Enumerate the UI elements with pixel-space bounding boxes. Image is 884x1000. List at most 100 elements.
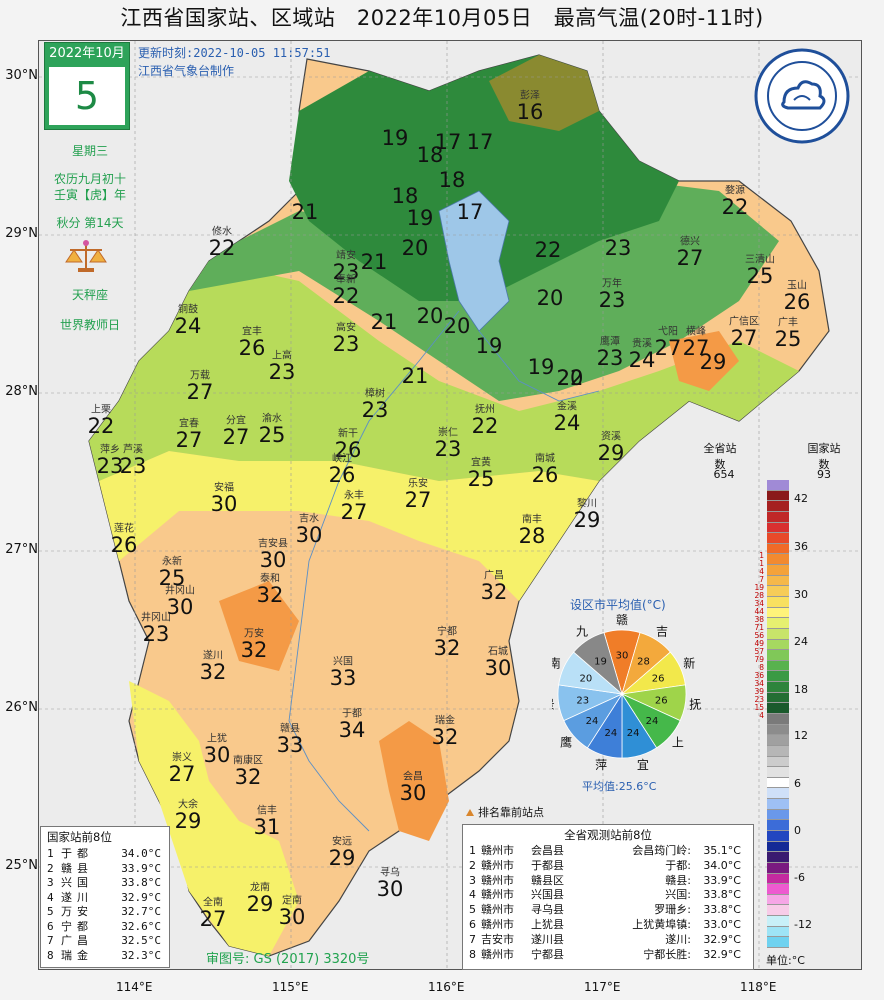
national-top8-cell: 5 (47, 905, 54, 918)
national-top8-cell: 遂 (61, 890, 72, 904)
station-value: 23 (596, 346, 624, 370)
station-name: 永丰 (344, 490, 364, 502)
station-name: 安福 (214, 482, 234, 494)
legend-swatch (767, 809, 789, 821)
national-top8-cell: 1 (47, 847, 54, 860)
station-value: 30 (210, 492, 238, 516)
legend-count: 49 (754, 639, 764, 648)
province-top8-cell: 赣县: (665, 873, 691, 887)
date-month: 2022年10月 (49, 46, 125, 61)
rank-note: 排名靠前站点 (466, 804, 544, 820)
lat-label: 30°N (5, 68, 38, 83)
station-name: 吉安县 (258, 538, 288, 550)
station-value: 33 (276, 733, 304, 757)
legend-swatch (767, 714, 789, 725)
station-name: 宜黄 (471, 457, 491, 469)
station-value: 33 (329, 666, 357, 690)
station-name: 资溪 (601, 431, 621, 443)
province-top8-cell: 1 (469, 844, 476, 857)
station-name: 广丰 (778, 317, 798, 329)
lunar-year: 壬寅【虎】年 (53, 188, 126, 202)
province-top8-cell: 赣州市 (481, 873, 514, 887)
legend-count: 39 (754, 687, 764, 696)
station-name: 上高 (272, 350, 292, 362)
province-top8-cell: 上犹县 (531, 917, 564, 931)
lat-label: 26°N (5, 700, 38, 715)
station-value: 22 (556, 366, 584, 390)
province-top8-cell: 赣州市 (481, 917, 514, 931)
legend-swatch (767, 639, 789, 651)
pie-slice-value: 19 (594, 657, 607, 668)
station-value: 21 (360, 250, 388, 274)
station-name: 信丰 (257, 805, 277, 817)
station-value: 27 (199, 907, 227, 931)
station-value: 24 (553, 411, 581, 435)
province-top8-cell: 宁都长胜: (643, 947, 691, 961)
province-top8-cell: 赣州市 (481, 947, 514, 961)
legend-tick: 30 (794, 588, 808, 601)
station-value: 30 (376, 877, 404, 901)
station-value: 24 (628, 348, 656, 372)
legend-count: 57 (754, 647, 764, 656)
station-value: 23 (96, 454, 124, 478)
station-value: 19 (381, 126, 409, 150)
station-value: 26 (110, 533, 138, 557)
station-name: 兴国 (333, 656, 353, 668)
province-top8-cell: 寻乌县 (531, 903, 564, 917)
map-approval-number: 审图号: GS (2017) 3320号 (206, 952, 370, 967)
national-top8-cell: 兴 (61, 876, 72, 889)
national-top8-cell: 广 (61, 934, 72, 947)
station-name: 三清山 (745, 254, 775, 266)
national-top8-row: 1 于都 34.0°C (41, 847, 169, 862)
province-top8-cell: 5 (469, 903, 476, 917)
station-name: 万安 (244, 628, 264, 640)
legend-all-total: 654 (713, 468, 735, 481)
national-top8-cell: 34.0°C (121, 847, 161, 860)
legend-unit: 单位:°C (766, 954, 805, 967)
pie-slice-value: 26 (652, 674, 665, 685)
lon-label: 117°E (584, 980, 621, 994)
province-top8-cell: 6 (469, 917, 476, 931)
province-top8-row: 2 赣州市 于都县 于都: 34.0°C (463, 859, 753, 874)
station-name: 弋阳 (658, 326, 678, 338)
station-name: 萍乡 (100, 444, 120, 456)
lon-label: 115°E (272, 980, 309, 994)
legend-swatch (767, 692, 789, 704)
national-top8-cell: 32.5°C (121, 934, 161, 947)
station-value: 23 (119, 454, 147, 478)
national-top8-cell: 安 (77, 905, 88, 918)
weekday: 星期三 (71, 144, 108, 158)
station-value: 25 (467, 467, 495, 491)
national-top8-cell: 都 (77, 847, 88, 860)
province-top8-cell: 上犹黄埠镇: (632, 917, 691, 931)
legend-swatch (767, 926, 789, 938)
map-frame[interactable] (38, 40, 862, 970)
station-value: 30 (278, 905, 306, 929)
station-name: 石城 (488, 646, 508, 658)
station-name: 崇义 (172, 752, 192, 764)
legend-count: 38 (754, 615, 764, 624)
legend-swatch (767, 820, 789, 831)
legend-swatch (767, 873, 789, 885)
station-name: 崇仁 (438, 427, 458, 439)
pie-slice-label: 鹰 (560, 734, 572, 749)
legend-nat-head: 国家站数 (807, 442, 841, 471)
station-name: 上栗 (91, 404, 111, 416)
lat-label: 27°N (5, 542, 38, 557)
province-top8-cell: 赣州市 (481, 844, 514, 857)
libra-icon (64, 238, 108, 278)
lat-label: 28°N (5, 384, 38, 399)
station-name: 广昌 (484, 570, 504, 582)
station-value: 23 (598, 288, 626, 312)
map-title: 江西省国家站、区域站 2022年10月05日 最高气温(20时-11时) (120, 6, 764, 30)
station-value: 20 (443, 314, 471, 338)
province-top8-cell: 于都: (665, 858, 691, 872)
station-name: 泰和 (260, 573, 280, 585)
station-value: 22 (471, 414, 499, 438)
national-top8-table: 国家站前8位 1 于都 34.0°C 2 赣县 33.9°C 3 兴国 33.8°C 4 遂川 32.… (40, 826, 170, 968)
national-top8-cell: 3 (47, 876, 54, 889)
legend-tick: 12 (794, 729, 808, 742)
station-name: 宜丰 (242, 326, 262, 338)
station-value: 23 (332, 332, 360, 356)
station-value: 22 (721, 195, 749, 219)
